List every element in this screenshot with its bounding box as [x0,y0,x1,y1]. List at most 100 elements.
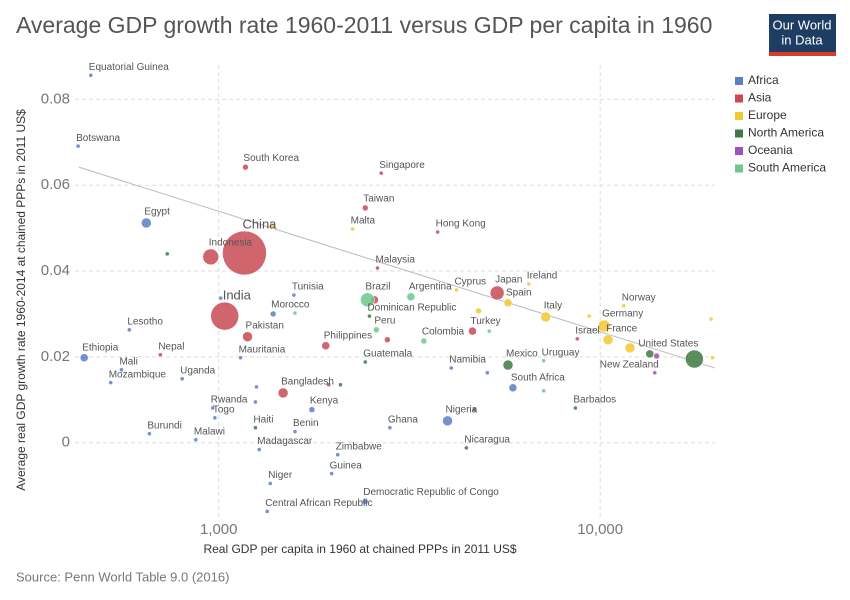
point-label: Argentina [409,281,452,292]
point-label: India [223,288,252,303]
y-tick-label: 0.04 [41,262,70,279]
bubble [652,370,657,376]
point-label: Colombia [422,327,465,338]
legend-swatch [735,112,743,120]
bubble [485,370,490,376]
bubble [242,163,249,171]
bubble [526,281,532,287]
bubble [242,331,253,342]
point-label: Singapore [379,160,425,171]
bubble [326,382,331,388]
y-tick-label: 0.06 [41,176,70,193]
bubble [363,359,368,365]
bubble [269,310,277,318]
point-label: Japan [495,275,522,286]
bubble [292,429,298,434]
point-label: Togo [213,404,235,415]
bubble [464,445,469,451]
bubble [685,349,704,369]
point-label: Nepal [158,341,184,352]
bubble [238,355,243,361]
bubble [468,326,477,336]
bubble [119,367,124,373]
bubble [338,382,343,388]
bubble [75,143,81,149]
legend-label: Europe [748,108,787,122]
bubble [710,355,715,361]
point-label: Ethiopia [82,342,119,353]
legend-swatch [735,147,743,155]
bubble [448,365,454,371]
trend-line [78,166,716,369]
bubble [277,387,289,399]
point-label: Pakistan [246,320,284,331]
point-label: Benin [293,418,319,429]
bubble [435,229,440,235]
point-label: Zimbabwe [336,441,383,452]
point-label: Rwanda [211,395,248,406]
bubble [335,452,340,458]
y-tick-label: 0 [62,434,70,451]
x-tick-label: 1,000 [200,521,238,538]
bubble [202,248,219,266]
bubble [367,313,372,319]
point-label: Malaysia [375,255,415,266]
point-label: Taiwan [363,194,394,205]
legend-label: North America [748,126,824,140]
bubble [384,336,391,343]
point-label: Dominican Republic [367,303,456,314]
legend-swatch [735,164,743,173]
point-label: Mauritania [239,344,286,355]
point-label: Malta [351,216,376,227]
legend-label: Asia [748,91,772,105]
point-label: South Korea [243,153,299,164]
point-label: Bangladesh [281,377,334,388]
point-label: Mexico [506,349,538,360]
bubble [222,230,267,276]
logo-text: Our World [773,17,832,32]
bubble [360,292,375,308]
bubble [597,319,611,333]
point-label: Hong Kong [436,219,486,230]
logo-box [769,14,836,56]
point-label: Brazil [365,281,390,292]
point-label: Spain [506,287,532,298]
point-label: South Africa [511,372,565,383]
y-tick-label: 0.08 [41,90,70,107]
logo-text: in Data [781,32,823,47]
legend-label: South America [748,161,826,175]
chart-title: Average GDP growth rate 1960-2011 versus… [16,12,712,38]
point-label: Malawi [194,426,225,437]
bubble [164,251,170,257]
bubble [268,222,276,230]
bubble [254,384,259,390]
x-axis-title: Real GDP per capita in 1960 at chained P… [203,542,516,556]
point-label: Egypt [144,207,170,218]
bubble [406,292,416,302]
bubble [329,471,334,476]
point-label: China [242,216,277,231]
bubble [602,334,614,345]
point-label: Ghana [388,414,418,425]
bubble [147,431,152,436]
point-label: Niger [268,470,293,481]
x-tick-label: 10,000 [577,521,623,538]
bubble [442,415,453,427]
point-label: Madagascar [257,436,313,447]
bubble [350,226,355,232]
point-label: Democratic Republic of Congo [363,487,499,498]
bubble [253,399,258,405]
bubble [708,316,714,322]
point-label: Italy [544,301,562,312]
bubble [475,307,482,315]
bubble [291,292,297,298]
point-label: Haiti [253,414,273,425]
point-label: Mali [119,356,137,367]
bubble [79,353,89,363]
bubble [573,405,578,411]
point-label: Uruguay [542,347,580,358]
bubble [487,328,492,334]
bubble [253,425,258,430]
point-label: Peru [374,316,395,327]
legend-swatch [735,94,743,103]
